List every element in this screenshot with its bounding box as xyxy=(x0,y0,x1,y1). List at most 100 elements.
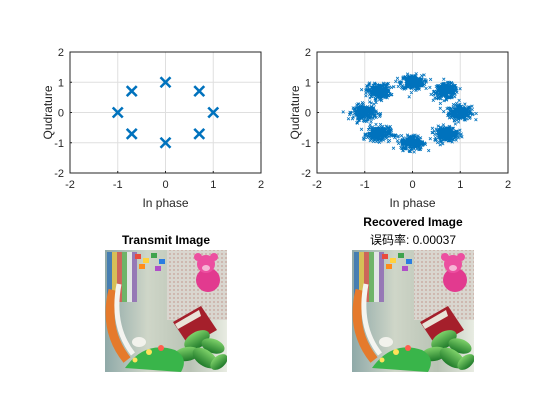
received-constellation-axes: -2 -1 0 1 2 -2 -1 0 1 2 In phase Qudrature xyxy=(288,47,511,210)
recovered-image xyxy=(352,250,474,372)
toy-block xyxy=(159,259,165,264)
teddy-bear-ear xyxy=(194,253,202,261)
received-symbol-cluster xyxy=(438,101,478,124)
recovered-image-title: Recovered Image xyxy=(363,215,463,229)
x-tick-label: -2 xyxy=(312,179,322,191)
y-tick-label: -2 xyxy=(301,168,311,180)
y-tick-label: 2 xyxy=(58,47,64,59)
received-symbol-cluster xyxy=(428,122,464,147)
toy-tube xyxy=(352,288,378,363)
toy-block xyxy=(135,254,141,259)
received-symbol-cluster xyxy=(391,133,431,154)
y-tick-label: 1 xyxy=(305,77,311,89)
y-axis-label: Qudrature xyxy=(288,85,302,139)
toy-block xyxy=(386,264,392,269)
x-tick-label: 0 xyxy=(409,179,415,191)
constellation-point xyxy=(159,76,172,89)
toy-block xyxy=(143,258,149,263)
y-tick-label: -1 xyxy=(301,138,311,150)
teddy-bear-body xyxy=(443,268,467,292)
poster-stripe xyxy=(359,252,364,302)
constellation-point xyxy=(193,127,206,140)
received-symbol-cluster xyxy=(394,72,433,99)
x-tick-label: -1 xyxy=(360,179,370,191)
x-tick-label: 1 xyxy=(210,179,216,191)
toy-tube-highlight xyxy=(361,283,382,356)
bit-error-rate-text: 误码率: 0.00037 xyxy=(370,232,456,247)
y-tick-label: -1 xyxy=(54,138,64,150)
data-points xyxy=(111,76,220,149)
plant-leaf xyxy=(457,354,474,370)
x-axis-label: In phase xyxy=(389,196,435,210)
y-axis-label: Qudrature xyxy=(41,85,55,139)
poster-stripe xyxy=(354,252,359,302)
x-tick-label: 0 xyxy=(162,179,168,191)
received-symbol-cluster xyxy=(341,100,383,125)
x-tick-label: -2 xyxy=(65,179,75,191)
toy-block xyxy=(155,266,161,271)
book-pages xyxy=(422,310,448,329)
toy-block xyxy=(402,266,408,271)
x-tick-label: 2 xyxy=(258,179,264,191)
teddy-bear-ear xyxy=(457,253,465,261)
book-pages xyxy=(175,310,201,329)
poster-stripe xyxy=(127,252,132,302)
white-toy xyxy=(132,337,146,347)
toy-dinosaur-spot xyxy=(132,357,138,363)
constellation-point xyxy=(125,85,138,98)
teddy-bear-snout xyxy=(449,265,457,271)
received-symbol-cluster xyxy=(359,81,396,105)
toy-dinosaur-spot xyxy=(405,345,411,351)
teddy-bear-body xyxy=(196,268,220,292)
transmit-image-title: Transmit Image xyxy=(122,233,210,247)
plant-leaf xyxy=(448,338,472,354)
toy-block xyxy=(151,253,157,258)
poster-stripe xyxy=(112,252,117,302)
x-tick-label: -1 xyxy=(113,179,123,191)
poster-stripe xyxy=(107,252,112,302)
toy-dinosaur-spot xyxy=(158,345,164,351)
received-symbol-cluster xyxy=(359,122,398,144)
ticks: -2 -1 0 1 2 -2 -1 0 1 2 xyxy=(301,47,511,191)
teddy-bear-head xyxy=(197,255,215,273)
plant-leaf xyxy=(201,338,225,354)
y-tick-label: -2 xyxy=(54,168,64,180)
toy-dinosaur-spot xyxy=(146,349,152,355)
constellation-point xyxy=(125,127,138,140)
toy-block xyxy=(398,253,404,258)
transmit-image xyxy=(105,250,227,372)
transmit-constellation-axes: -2 -1 0 1 2 -2 -1 0 1 2 In phase Qudrature xyxy=(41,47,264,210)
y-tick-label: 2 xyxy=(305,47,311,59)
y-tick-label: 0 xyxy=(305,108,311,120)
toy-dinosaur-spot xyxy=(379,357,385,363)
toy-dinosaur xyxy=(125,347,184,372)
poster-stripe xyxy=(374,252,379,302)
constellation-point xyxy=(159,136,172,149)
teddy-bear-ear xyxy=(441,253,449,261)
plant-leaf xyxy=(210,354,227,370)
toy-block xyxy=(406,259,412,264)
y-tick-label: 0 xyxy=(58,108,64,120)
poster-stripe xyxy=(117,252,122,302)
constellation-point xyxy=(207,106,220,119)
x-tick-label: 1 xyxy=(457,179,463,191)
toy-tube xyxy=(105,288,131,363)
toy-block xyxy=(390,258,396,263)
teddy-bear-ear xyxy=(210,253,218,261)
white-toy xyxy=(379,337,393,347)
toy-tube-highlight xyxy=(114,283,135,356)
data-points xyxy=(341,72,478,154)
poster-stripe xyxy=(364,252,369,302)
y-tick-label: 1 xyxy=(58,77,64,89)
constellation-point xyxy=(111,106,124,119)
x-tick-label: 2 xyxy=(505,179,511,191)
ticks: -2 -1 0 1 2 -2 -1 0 1 2 xyxy=(54,47,264,191)
toy-block xyxy=(382,254,388,259)
teddy-bear-head xyxy=(444,255,462,273)
teddy-bear-snout xyxy=(202,265,210,271)
received-symbol-cluster xyxy=(428,77,462,106)
toy-block xyxy=(139,264,145,269)
poster-stripe xyxy=(379,252,384,302)
x-axis-label: In phase xyxy=(142,196,188,210)
